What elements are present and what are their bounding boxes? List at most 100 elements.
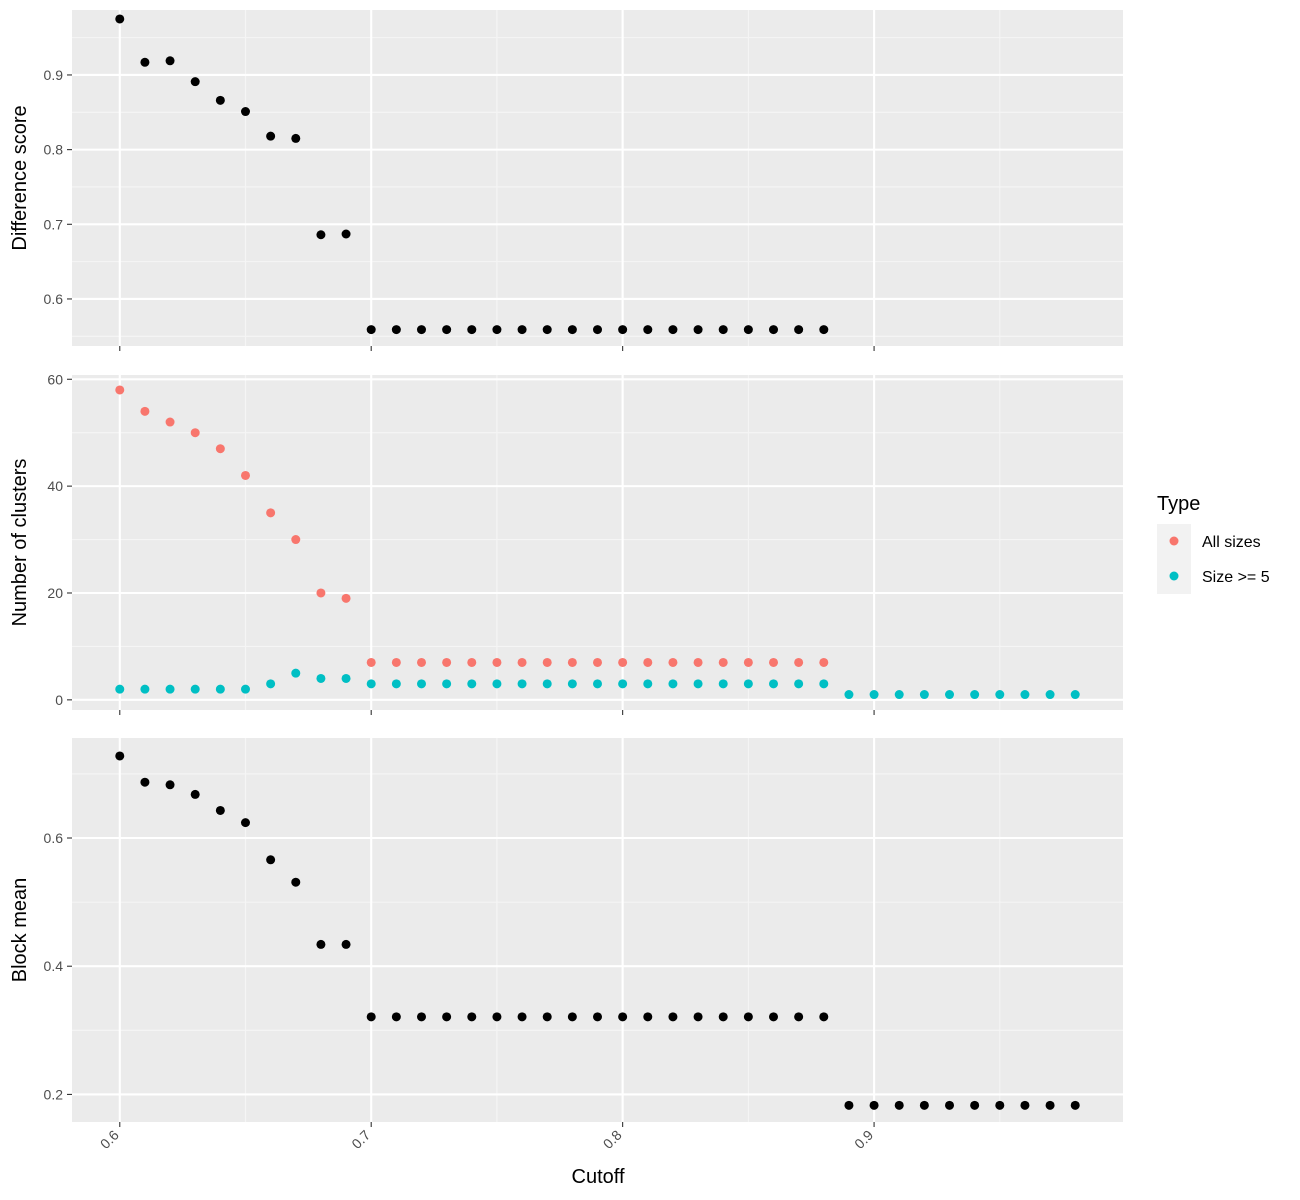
block-mean-series-point [1020,1100,1030,1110]
block-mean-series-point [769,1012,779,1022]
number-of-clusters-size-5-point [165,684,175,694]
y-tick-label: 40 [47,478,63,494]
number-of-clusters-size-5-point [869,690,879,700]
block-mean-series-point [567,1012,577,1022]
number-of-clusters-size-5-point [115,684,125,694]
number-of-clusters-size-5-point [567,679,577,689]
number-of-clusters-all-sizes-point [517,657,527,667]
block-mean-series-point [467,1012,477,1022]
block-mean-series-point [391,1012,401,1022]
block-mean-series-point [517,1012,527,1022]
number-of-clusters-all-sizes-point [819,657,829,667]
number-of-clusters-size-5-point [291,668,301,678]
difference-score-series-point [618,325,628,335]
block-mean-series-point [416,1012,426,1022]
difference-score-series-point [416,325,426,335]
number-of-clusters-y-axis-title: Number of clusters [9,459,31,627]
block-mean-series-point [492,1012,502,1022]
block-mean-series-point [743,1012,753,1022]
number-of-clusters-size-5-point [190,684,200,694]
number-of-clusters-all-sizes-point [567,657,577,667]
block-mean-series-point [970,1100,980,1110]
number-of-clusters-all-sizes-point [442,657,452,667]
number-of-clusters-all-sizes-point [291,535,301,545]
number-of-clusters-all-sizes-point [467,657,477,667]
difference-score-series-point [115,14,125,24]
number-of-clusters-size-5-point [794,679,804,689]
block-mean-series-point [165,780,175,790]
block-mean-series-point [794,1012,804,1022]
block-mean-series-point [618,1012,628,1022]
number-of-clusters-size-5-point [593,679,602,689]
block-mean-series-point [240,818,250,828]
number-of-clusters-all-sizes-point [718,657,728,667]
y-tick-label: 60 [47,371,63,387]
difference-score-series-point [341,229,351,239]
block-mean-series-point [316,939,326,949]
difference-score-series-point [567,325,577,335]
number-of-clusters-size-5-point [316,673,326,683]
block-mean-series-point [919,1100,929,1110]
number-of-clusters-all-sizes-point [140,406,150,416]
x-tick-label: 0.8 [600,1127,625,1152]
difference-score-series-point [593,325,602,335]
difference-score-series-point [316,230,326,240]
difference-score-series-point [240,107,250,117]
number-of-clusters-size-5-point [416,679,426,689]
y-tick-label: 20 [47,585,63,601]
number-of-clusters-size-5-point [1070,690,1080,700]
block-mean-series-point [115,751,125,761]
number-of-clusters-all-sizes-point [693,657,703,667]
number-of-clusters-size-5-point [894,690,904,700]
difference-score-series-point [743,325,753,335]
difference-score-panel: 0.6 0.7 0.8 0.9 Difference score [9,10,1123,351]
y-tick-label: 0 [55,692,63,708]
difference-score-series-point [190,77,200,87]
block-mean-y-axis-title: Block mean [9,878,31,983]
panel-background [72,738,1123,1122]
number-of-clusters-size-5-point [769,679,779,689]
legend-label-all-sizes: All sizes [1202,534,1261,551]
number-of-clusters-size-5-point [467,679,477,689]
number-of-clusters-size-5-point [1020,690,1030,700]
block-mean-series-point [341,939,351,949]
difference-score-series-point [643,325,653,335]
number-of-clusters-all-sizes-point [668,657,678,667]
block-mean-series-point [945,1100,955,1110]
block-mean-series-point [995,1100,1005,1110]
number-of-clusters-size-5-point [970,690,980,700]
y-tick-label: 0.6 [44,830,64,846]
number-of-clusters-size-5-point [492,679,502,689]
block-mean-series-point [190,789,200,799]
x-axis-title: Cutoff [572,1166,625,1188]
number-of-clusters-all-sizes-point [492,657,502,667]
block-mean-series-point [844,1100,854,1110]
number-of-clusters-size-5-point [919,690,929,700]
number-of-clusters-all-sizes-point [190,428,200,438]
number-of-clusters-all-sizes-point [391,657,401,667]
block-mean-series-point [593,1012,602,1022]
difference-score-series-point [718,325,728,335]
number-of-clusters-all-sizes-point [643,657,653,667]
difference-score-series-point [769,325,779,335]
y-tick-label: 0.9 [44,67,64,83]
number-of-clusters-all-sizes-point [593,657,602,667]
number-of-clusters-size-5-point [240,684,250,694]
block-mean-series-point [1045,1100,1055,1110]
number-of-clusters-all-sizes-point [266,508,276,518]
block-mean-panel: 0.2 0.4 0.6 0.6 0.7 0.8 0.9 Block mean [9,738,1123,1152]
number-of-clusters-size-5-point [643,679,653,689]
block-mean-series-point [869,1100,879,1110]
number-of-clusters-all-sizes-point [316,588,326,598]
panel-background [72,10,1123,346]
number-of-clusters-all-sizes-point [618,657,628,667]
block-mean-series-point [894,1100,904,1110]
number-of-clusters-size-5-point [266,679,276,689]
block-mean-series-point [291,877,301,887]
y-tick-label: 0.6 [44,291,64,307]
number-of-clusters-size-5-point [215,684,225,694]
number-of-clusters-panel: 0 20 40 60 Number of clusters [9,371,1123,715]
legend-label-size-5: Size >= 5 [1202,569,1270,586]
number-of-clusters-size-5-point [945,690,955,700]
block-mean-series-point [819,1012,829,1022]
